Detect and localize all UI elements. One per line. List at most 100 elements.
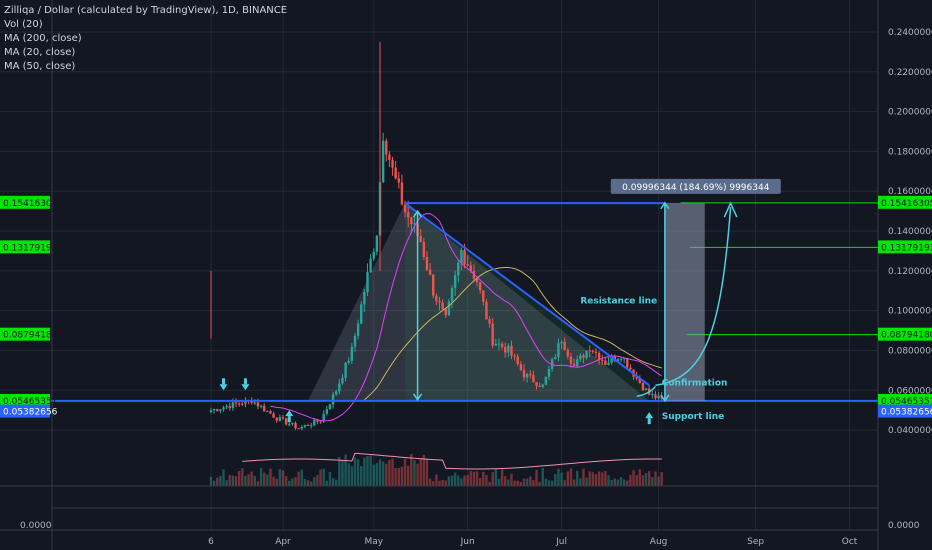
candle-body: [626, 358, 629, 368]
candle-body: [525, 373, 529, 378]
volume-bar: [416, 463, 419, 486]
legend-ma20[interactable]: MA (20, close): [4, 47, 76, 58]
volume-bar: [582, 468, 585, 486]
volume-bar: [616, 479, 620, 486]
candle-body: [278, 417, 282, 421]
annotation-label: Confirmation: [662, 378, 728, 388]
legend-ma200[interactable]: MA (200, close): [4, 33, 82, 44]
volume-bar: [313, 477, 316, 486]
candle-body: [460, 250, 463, 263]
price-tag-label: 0.05465351: [881, 397, 932, 407]
x-tick-label: Apr: [275, 537, 291, 547]
volume-bar: [457, 475, 460, 486]
candle-body: [403, 204, 407, 213]
volume-bar: [500, 469, 504, 486]
candle-body: [335, 391, 338, 395]
volume-bar: [322, 468, 325, 486]
candle-body: [572, 363, 576, 367]
y-tick-label: 0.08000000: [888, 346, 932, 356]
volume-bar: [576, 470, 579, 486]
candle-body: [291, 422, 294, 425]
candle-body: [222, 407, 225, 410]
candle-body: [294, 422, 297, 429]
candle-body: [475, 278, 479, 283]
candle-body: [284, 418, 288, 425]
candle-body: [432, 274, 435, 296]
down-arrow-shaft: [243, 378, 247, 385]
candle-body: [385, 140, 388, 155]
volume-bar: [381, 461, 385, 486]
legend-title[interactable]: Zilliqa / Dollar (calculated by TradingV…: [4, 5, 288, 16]
price-tags: 0.15416305 0.15416305 0.13179193 0.13179193…: [0, 195, 932, 418]
volume-bar: [547, 480, 551, 486]
volume-bar: [378, 459, 382, 486]
volume-bar: [319, 469, 322, 486]
candle-body: [569, 356, 573, 364]
volume-bar: [244, 475, 247, 486]
candle-body: [504, 347, 507, 353]
candle-body: [607, 362, 610, 365]
volume-bar: [644, 473, 648, 486]
volume-bar: [444, 480, 447, 486]
projection-curve: [655, 207, 732, 387]
up-arrow-icon: [645, 412, 654, 419]
candle-body: [604, 360, 607, 365]
volume-bar: [632, 470, 635, 486]
volume-bar: [369, 455, 372, 486]
candle-body: [644, 388, 648, 390]
trend-lines[interactable]: [0, 202, 878, 402]
volume-bar: [278, 469, 282, 486]
candle-body: [601, 360, 604, 362]
volume-bar: [591, 472, 595, 486]
volume-bar: [660, 472, 663, 486]
volume-bar: [594, 474, 598, 486]
volume-bar: [532, 480, 535, 486]
price-tag-left: [0, 404, 50, 418]
volume-bar: [250, 471, 253, 486]
volume-bar: [525, 478, 529, 486]
up-arrow-icon: [285, 410, 294, 417]
volume-bar: [466, 475, 469, 486]
legend-ma50[interactable]: MA (50, close): [4, 61, 76, 72]
candle-body: [341, 377, 344, 384]
candle-body: [497, 343, 501, 345]
volume-bar: [263, 472, 266, 486]
volume-bar: [234, 476, 238, 486]
price-tag-label: 0.05382656: [3, 408, 58, 418]
price-tag-right: [878, 240, 932, 254]
price-tag-label: 0.15416305: [881, 199, 932, 209]
candle-body: [576, 359, 579, 367]
volume-bar: [297, 471, 300, 486]
volume-bar: [478, 478, 482, 486]
volume-bar: [341, 459, 344, 486]
volume-bar: [366, 455, 369, 486]
up-arrow-shaft: [647, 418, 651, 425]
volume-bar: [557, 468, 560, 486]
volume-bar: [563, 480, 566, 486]
candle-body: [259, 405, 263, 407]
candle-body: [538, 385, 541, 387]
volume-bar: [347, 463, 350, 486]
volume-bar: [385, 463, 388, 486]
measure-tool[interactable]: 0.09996344 (184.69%) 9996344: [610, 178, 781, 403]
volume-bar: [422, 454, 426, 486]
volume-bar: [494, 468, 498, 486]
candle-body: [366, 272, 369, 293]
moving-averages: [242, 212, 662, 470]
volume-bar: [488, 481, 491, 486]
candle-body: [651, 394, 654, 396]
candle-body: [441, 302, 444, 309]
candle-body: [313, 419, 316, 426]
volume-bar: [216, 477, 219, 486]
measure-label-bg: [610, 178, 781, 194]
annotation-label: Support line: [662, 412, 725, 422]
candle-body: [397, 178, 400, 183]
volume-bar: [259, 468, 263, 486]
candle-body: [356, 323, 360, 336]
volume-bar: [453, 472, 457, 486]
candle-body: [209, 410, 213, 413]
candle-body: [309, 425, 313, 427]
legend-vol[interactable]: Vol (20): [4, 19, 43, 30]
volume-bar: [335, 479, 338, 486]
